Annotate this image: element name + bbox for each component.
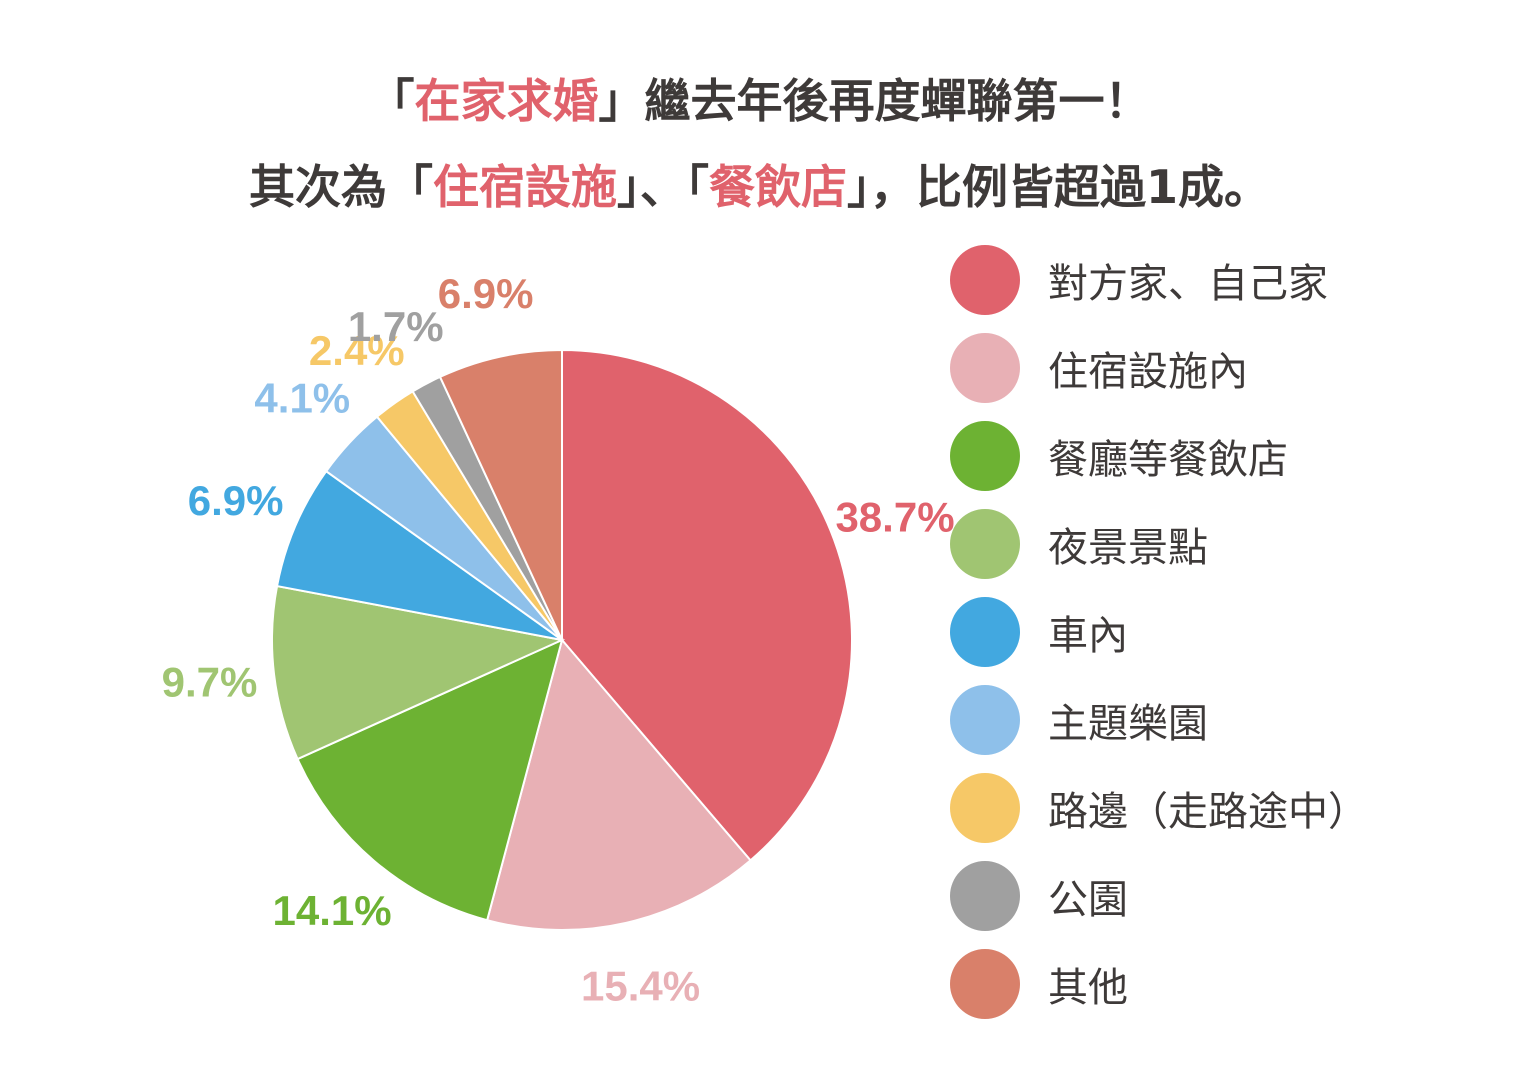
legend-label-7: 公園: [1048, 877, 1128, 923]
pie-value-label-3: 9.7%: [162, 658, 258, 705]
pie-slices: [270, 348, 853, 931]
pie-value-label-8: 6.9%: [438, 270, 534, 317]
legend-swatch-2: [950, 421, 1020, 491]
legend-item-7: 公園: [950, 852, 1368, 940]
legend-label-3: 夜景景點: [1048, 525, 1208, 571]
pie-slice-8: [438, 348, 563, 641]
legend-item-4: 車內: [950, 588, 1368, 676]
legend-label-6: 路邊（走路途中）: [1048, 789, 1368, 835]
legend-item-6: 路邊（走路途中）: [950, 764, 1368, 852]
legend-swatch-1: [950, 333, 1020, 403]
title-highlight-lodging: 住宿設施: [432, 160, 617, 214]
title-highlight-home-proposal: 在家求婚: [414, 74, 599, 128]
pie-value-labels: 38.7%15.4%14.1%9.7%6.9%4.1%2.4%1.7%6.9%: [162, 270, 955, 1010]
legend-swatch-4: [950, 597, 1020, 667]
legend-swatch-8: [950, 949, 1020, 1019]
legend-item-3: 夜景景點: [950, 500, 1368, 588]
title-line-2-prefix: 其次為「: [248, 160, 433, 214]
title-line-2: 其次為「住宿設施」、「餐飲店」，比例皆超過1成。: [0, 144, 1519, 230]
pie-slice-3: [270, 584, 566, 761]
legend: 對方家、自己家 住宿設施內餐廳等餐飲店 夜景景點車內主題樂園路邊（走路途中） 公園其他: [950, 236, 1368, 1028]
pie-slice-4: [275, 469, 563, 641]
pie-slice-1: [485, 637, 752, 931]
legend-swatch-7: [950, 861, 1020, 931]
pie-slice-2: [296, 638, 564, 922]
pie-value-label-1: 15.4%: [581, 963, 700, 1010]
pie-slice-0: [561, 348, 853, 862]
legend-swatch-3: [950, 509, 1020, 579]
legend-label-4: 車內: [1048, 613, 1128, 659]
title-bracket-open: 「: [368, 74, 415, 128]
legend-swatch-5: [950, 685, 1020, 755]
pie-value-label-7: 1.7%: [348, 303, 444, 350]
legend-swatch-0: [950, 245, 1020, 315]
legend-label-5: 主題樂園: [1048, 701, 1208, 747]
legend-item-1: 住宿設施內: [950, 324, 1368, 412]
title-line-1: 「在家求婚」繼去年後再度蟬聯第一！: [0, 58, 1519, 144]
legend-label-8: 其他: [1048, 965, 1128, 1011]
chart-title: 「在家求婚」繼去年後再度蟬聯第一！ 其次為「住宿設施」、「餐飲店」，比例皆超過1…: [0, 58, 1519, 230]
pie-value-label-4: 6.9%: [188, 477, 284, 524]
title-highlight-restaurant: 餐飲店: [708, 160, 847, 214]
title-line-2-suffix: 」，比例皆超過1成。: [846, 160, 1270, 214]
pie-value-label-2: 14.1%: [273, 887, 392, 934]
title-bracket-close: 」: [598, 74, 645, 128]
legend-item-8: 其他: [950, 940, 1368, 1028]
pie-value-label-0: 38.7%: [835, 494, 954, 541]
legend-item-0: 對方家、自己家: [950, 236, 1368, 324]
title-line-2-middle: 」、「: [616, 160, 709, 214]
legend-label-1: 住宿設施內: [1048, 349, 1248, 395]
legend-swatch-6: [950, 773, 1020, 843]
legend-label-0: 對方家、自己家: [1048, 261, 1328, 307]
title-line-1-rest: 繼去年後再度蟬聯第一！: [644, 74, 1151, 128]
pie-value-label-5: 4.1%: [254, 375, 350, 422]
legend-item-2: 餐廳等餐飲店: [950, 412, 1368, 500]
legend-item-5: 主題樂園: [950, 676, 1368, 764]
pie-value-label-6: 2.4%: [309, 327, 405, 374]
legend-label-2: 餐廳等餐飲店: [1048, 437, 1288, 483]
